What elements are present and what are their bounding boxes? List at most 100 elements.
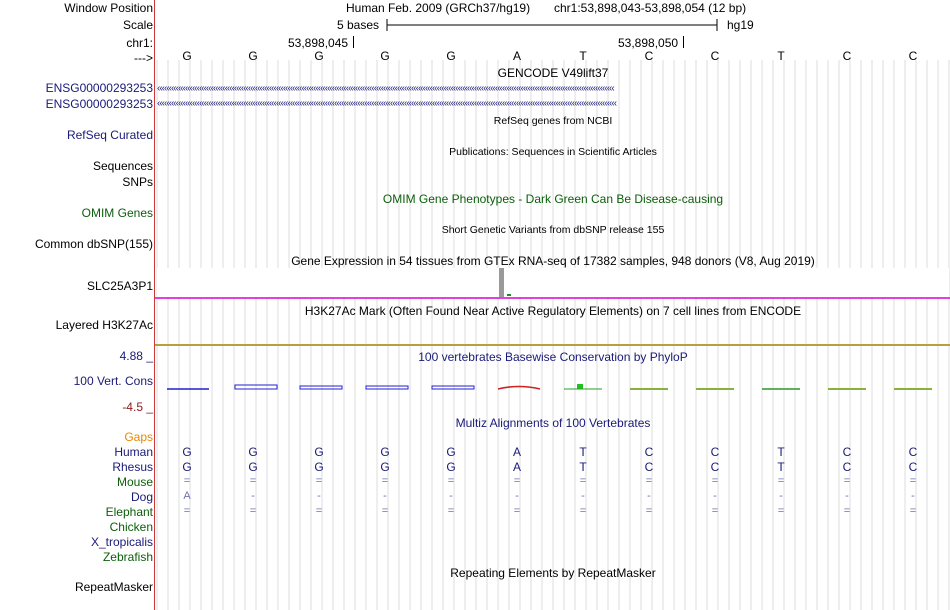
elephant-base-2: = (249, 505, 257, 517)
dog-base-9: - (713, 490, 717, 502)
rhesus-base-10: T (777, 460, 785, 474)
elephant-base-12: = (909, 505, 917, 517)
human-base-12: C (908, 445, 918, 459)
rhesus-base-3: G (314, 460, 324, 474)
rhesus-base-1: G (182, 460, 192, 474)
repeatmasker-title[interactable]: Repeating Elements by RepeatMasker (450, 566, 656, 580)
elephant-base-7: = (579, 505, 587, 517)
rhesus-base-8: C (644, 460, 654, 474)
h3k27ac-title[interactable]: H3K27Ac Mark (Often Found Near Active Re… (304, 304, 802, 318)
human-base-2: G (248, 445, 258, 459)
elephant-base-10: = (777, 505, 785, 517)
omim-label[interactable]: OMIM Genes (81, 206, 153, 220)
cons-wiggle[interactable] (157, 380, 949, 394)
cons-max: 4.88 _ (119, 349, 153, 363)
gencode-gene-2-label[interactable]: ENSG00000293253 (45, 97, 153, 111)
alignment-row-mouse: = = = = = = = = = = = = (0, 475, 950, 489)
human-base-10: T (777, 445, 785, 459)
human-base-11: C (842, 445, 852, 459)
base-11: C (842, 49, 852, 63)
gtex-track-area[interactable] (157, 268, 949, 298)
h3k27ac-label[interactable]: Layered H3K27Ac (55, 318, 153, 332)
refseq-label[interactable]: RefSeq Curated (66, 128, 153, 142)
base-12: C (908, 49, 918, 63)
elephant-base-8: = (645, 505, 653, 517)
dog-base-1: A (183, 490, 191, 502)
species-human[interactable]: Human (114, 445, 153, 459)
species-mouse[interactable]: Mouse (116, 475, 153, 489)
gtex-expression-bar-small[interactable] (507, 294, 511, 296)
snps-label[interactable]: SNPs (122, 175, 153, 189)
species-chicken[interactable]: Chicken (109, 520, 153, 534)
dog-base-4: - (383, 490, 387, 502)
gtex-title[interactable]: Gene Expression in 54 tissues from GTEx … (291, 254, 815, 268)
repeatmasker-label[interactable]: RepeatMasker (74, 580, 153, 594)
gencode-gene-1-track[interactable]: ‹‹‹‹‹‹‹‹‹‹‹‹‹‹‹‹‹‹‹‹‹‹‹‹‹‹‹‹‹‹‹‹‹‹‹‹‹‹‹‹… (157, 84, 615, 94)
dbsnp-label[interactable]: Common dbSNP(155) (34, 237, 153, 251)
human-base-7: T (579, 445, 587, 459)
species-dog[interactable]: Dog (130, 490, 153, 504)
human-base-6: A (512, 445, 521, 459)
human-base-1: G (182, 445, 192, 459)
base-6: A (512, 49, 521, 63)
chrom-label: chr1: (126, 36, 153, 50)
gencode-title[interactable]: GENCODE V49lift37 (497, 66, 609, 80)
multiz-title[interactable]: Multiz Alignments of 100 Vertebrates (455, 416, 651, 430)
species-zebrafish[interactable]: Zebrafish (102, 550, 153, 564)
omim-title[interactable]: OMIM Gene Phenotypes - Dark Green Can Be… (382, 192, 724, 206)
dog-base-2: - (251, 490, 255, 502)
human-base-3: G (314, 445, 324, 459)
mouse-base-5: = (447, 475, 455, 487)
cons-min: -4.5 _ (122, 400, 153, 414)
label-divider (154, 0, 155, 610)
h3k27ac-baseline (155, 344, 950, 346)
scale-label: Scale (122, 18, 153, 32)
alignment-row-elephant: = = = = = = = = = = = = (0, 505, 950, 519)
species-rhesus[interactable]: Rhesus (112, 460, 153, 474)
mouse-base-4: = (381, 475, 389, 487)
rhesus-base-7: T (579, 460, 587, 474)
rhesus-base-2: G (248, 460, 258, 474)
assembly-label: Human Feb. 2009 (GRCh37/hg19) (346, 1, 531, 15)
coord-tick-1-mark (353, 36, 354, 48)
coord-tick-2: 53,898,050 (618, 36, 679, 50)
species-xtropicalis[interactable]: X_tropicalis (90, 535, 153, 549)
mouse-base-11: = (843, 475, 851, 487)
base-5: G (446, 49, 456, 63)
gencode-gene-2-track[interactable]: ‹‹‹‹‹‹‹‹‹‹‹‹‹‹‹‹‹‹‹‹‹‹‹‹‹‹‹‹‹‹‹‹‹‹‹‹‹‹‹‹… (157, 99, 617, 109)
scale-text: 5 bases (337, 18, 380, 32)
pubs-label[interactable]: Sequences (92, 159, 153, 173)
multiz-gaps-label[interactable]: Gaps (124, 430, 153, 444)
base-2: G (248, 49, 258, 63)
human-base-9: C (710, 445, 720, 459)
gtex-label[interactable]: SLC25A3P1 (86, 279, 153, 293)
elephant-base-4: = (381, 505, 389, 517)
elephant-base-9: = (711, 505, 719, 517)
strand-label: ---> (134, 51, 153, 65)
window-position-label: Window Position (64, 1, 153, 15)
mouse-base-7: = (579, 475, 587, 487)
cons-title[interactable]: 100 vertebrates Basewise Conservation by… (418, 350, 688, 364)
base-3: G (314, 49, 324, 63)
dog-base-5: - (449, 490, 453, 502)
dog-base-12: - (911, 490, 915, 502)
human-base-8: C (644, 445, 654, 459)
base-9: C (710, 49, 720, 63)
pubs-title[interactable]: Publications: Sequences in Scientific Ar… (449, 146, 657, 158)
mouse-base-10: = (777, 475, 785, 487)
species-elephant[interactable]: Elephant (105, 505, 153, 519)
cons-label[interactable]: 100 Vert. Cons (73, 374, 153, 388)
gencode-gene-1-label[interactable]: ENSG00000293253 (45, 81, 153, 95)
dog-base-10: - (779, 490, 783, 502)
refseq-title[interactable]: RefSeq genes from NCBI (493, 115, 613, 127)
elephant-base-11: = (843, 505, 851, 517)
gtex-expression-bar[interactable] (499, 268, 504, 297)
alignment-row-dog: A----------- (0, 490, 950, 504)
coord-tick-2-mark (683, 36, 684, 48)
gtex-baseline (155, 297, 950, 299)
mouse-base-2: = (249, 475, 257, 487)
dbsnp-title[interactable]: Short Genetic Variants from dbSNP releas… (441, 224, 665, 236)
elephant-base-5: = (447, 505, 455, 517)
